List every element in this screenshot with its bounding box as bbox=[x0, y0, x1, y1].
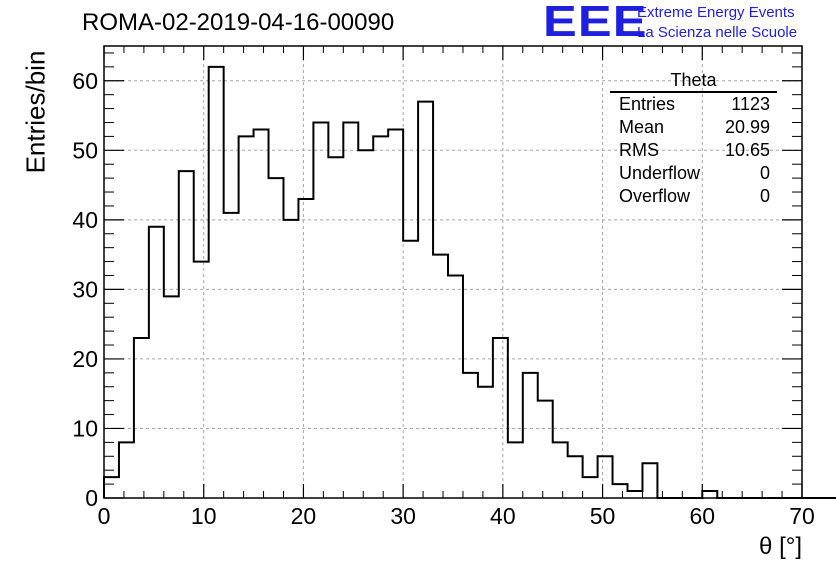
stats-label: Underflow bbox=[619, 163, 701, 183]
y-tick-label: 30 bbox=[72, 276, 98, 302]
y-tick-label: 40 bbox=[72, 207, 98, 233]
stats-label: RMS bbox=[619, 140, 659, 160]
x-tick-label: 20 bbox=[291, 503, 317, 529]
grid-lines bbox=[104, 46, 802, 498]
stats-value: 10.65 bbox=[724, 140, 770, 160]
x-tick-label: 40 bbox=[490, 503, 516, 529]
stats-value: 1123 bbox=[731, 94, 770, 114]
stats-row-entries: Entries 1123 bbox=[610, 93, 777, 116]
stats-row-mean: Mean 20.99 bbox=[610, 116, 777, 139]
stats-row-rms: RMS 10.65 bbox=[610, 139, 777, 162]
stats-title: Theta bbox=[610, 70, 777, 93]
x-tick-label: 60 bbox=[689, 503, 715, 529]
x-tick-label: 30 bbox=[390, 503, 416, 529]
x-tick-label: 70 bbox=[789, 503, 815, 529]
stats-box: Theta Entries 1123 Mean 20.99 RMS 10.65 … bbox=[610, 70, 777, 208]
logo-subtitle-2: La Scienza nelle Scuole bbox=[637, 24, 798, 41]
stats-label: Mean bbox=[619, 117, 665, 137]
stats-value: 0 bbox=[759, 186, 770, 206]
stats-row-underflow: Underflow 0 bbox=[610, 162, 777, 185]
page-title: ROMA-02-2019-04-16-00090 bbox=[82, 9, 395, 36]
eee-logo: EEE bbox=[543, 0, 648, 46]
x-tick-label: 10 bbox=[191, 503, 217, 529]
logo-subtitle-1: Extreme Energy Events bbox=[637, 4, 795, 21]
y-tick-label: 60 bbox=[72, 68, 98, 94]
y-tick-label: 20 bbox=[72, 346, 98, 372]
x-tick-label: 0 bbox=[98, 503, 111, 529]
x-tick-label: 50 bbox=[590, 503, 616, 529]
y-axis-label: Entries/bin bbox=[20, 50, 51, 174]
stats-label: Overflow bbox=[619, 186, 691, 206]
y-tick-label: 10 bbox=[72, 415, 98, 441]
stats-label: Entries bbox=[619, 94, 676, 114]
plot-frame bbox=[103, 45, 803, 499]
tick-labels: 0 10 20 30 40 50 60 70 0 10 20 30 40 50 60 bbox=[72, 68, 814, 529]
y-tick-label: 50 bbox=[72, 137, 98, 163]
stats-row-overflow: Overflow 0 bbox=[610, 185, 777, 208]
y-tick-label: 0 bbox=[85, 485, 98, 511]
stats-value: 20.99 bbox=[724, 117, 770, 137]
x-axis-label: θ [°] bbox=[759, 533, 802, 560]
axis-ticks bbox=[103, 46, 803, 499]
stats-value: 0 bbox=[759, 163, 770, 183]
